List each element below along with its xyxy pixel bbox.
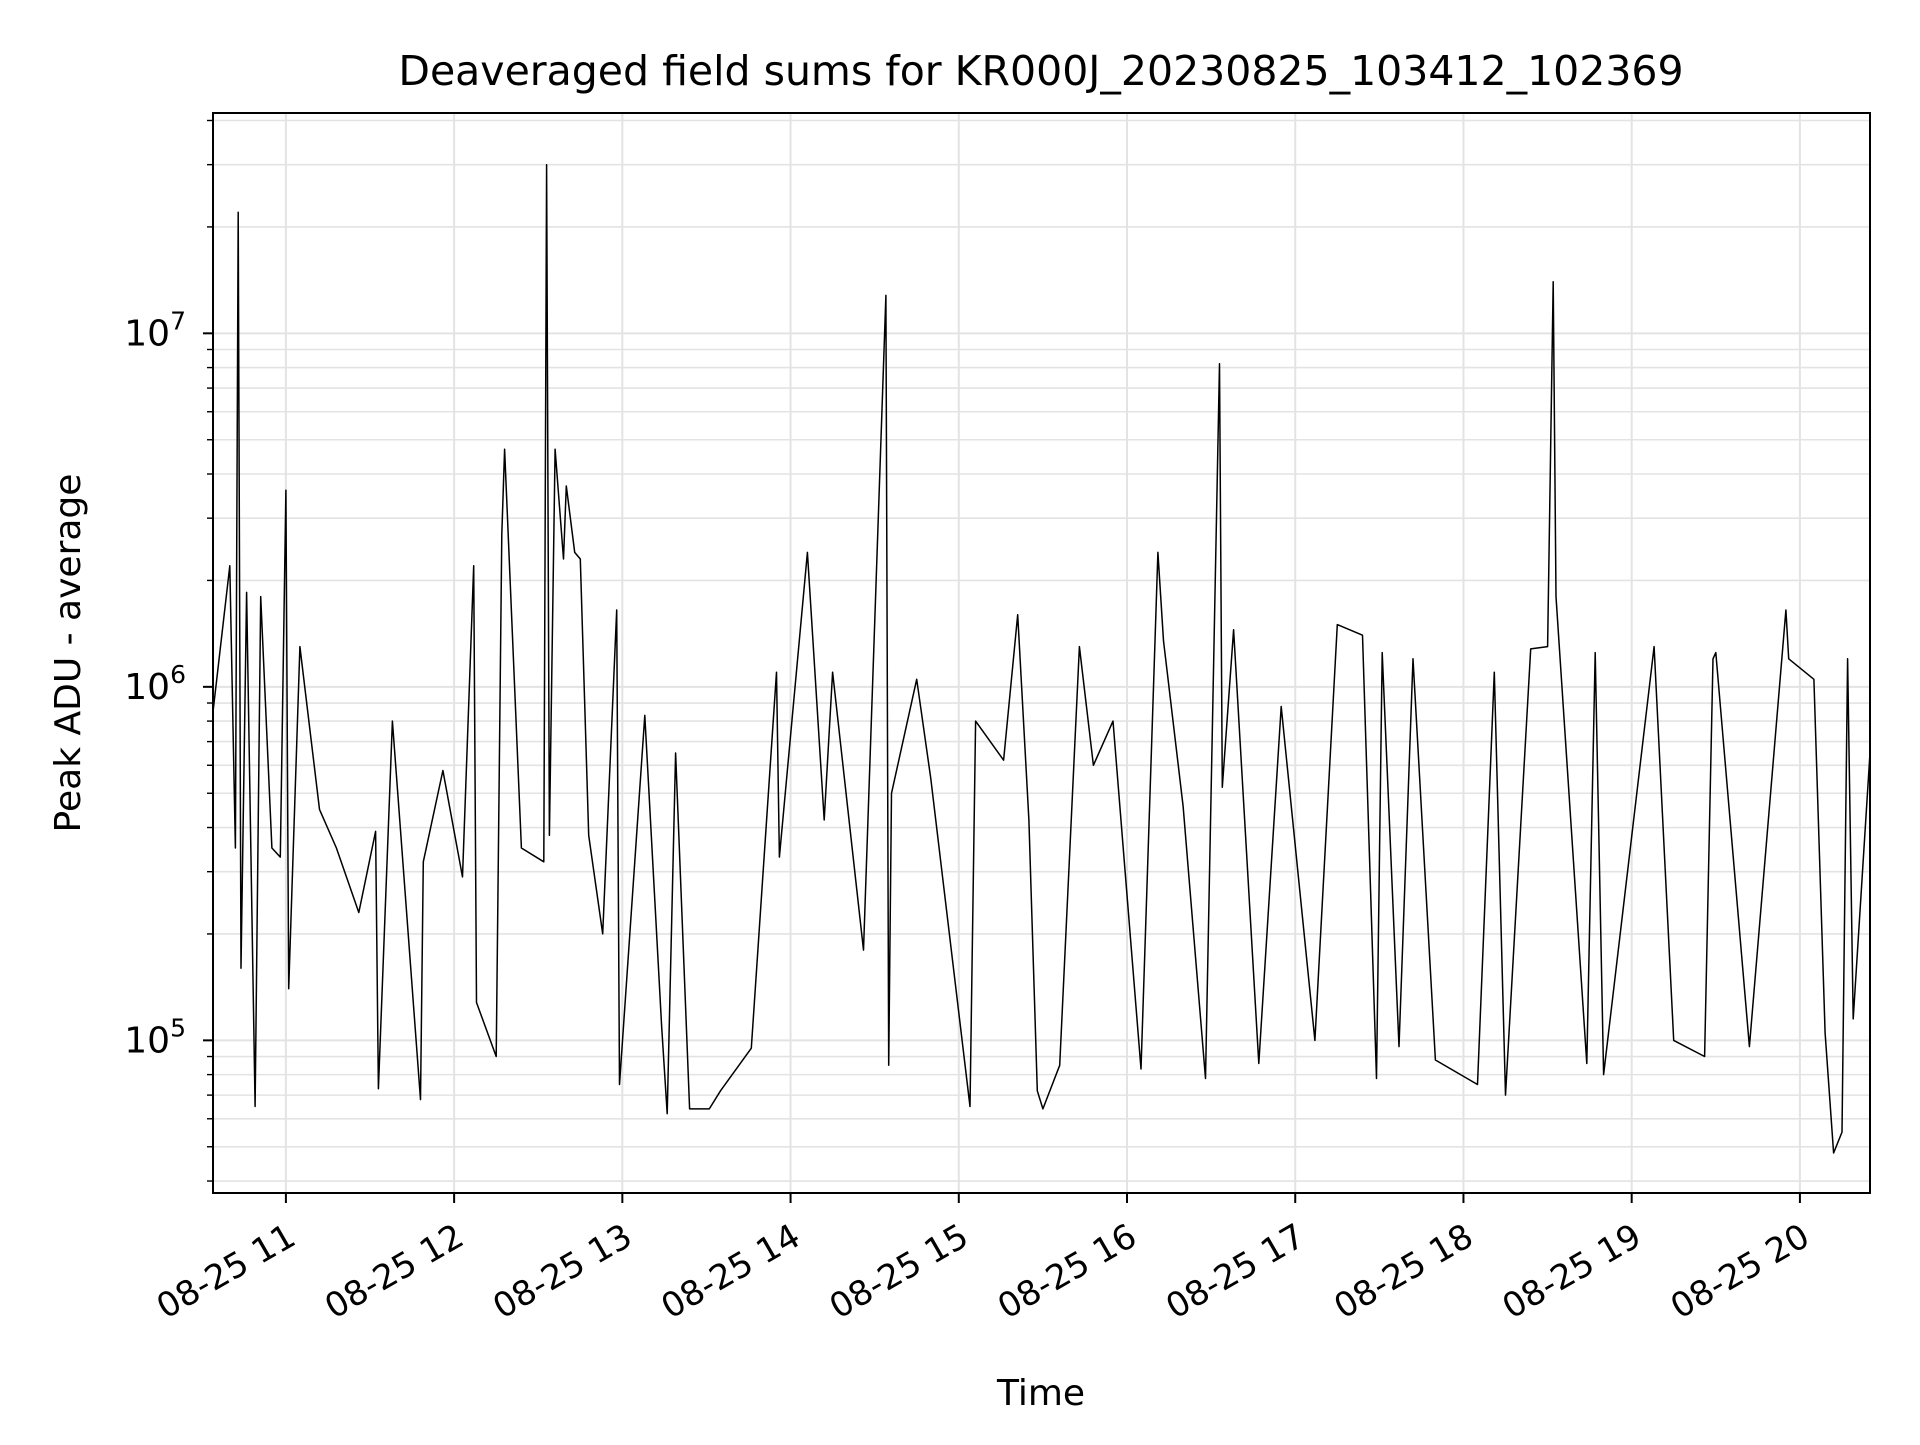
y-tick-label: 106 — [124, 660, 186, 708]
plot-frame — [212, 112, 1871, 1194]
series-line — [212, 163, 1871, 1154]
y-axis-label: Peak ADU - average — [48, 474, 89, 833]
chart-title: Deaveraged field sums for KR000J_2023082… — [398, 47, 1683, 95]
y-tick-label: 107 — [124, 306, 186, 354]
x-axis-label: Time — [996, 1373, 1085, 1414]
series-layer — [212, 163, 1871, 1154]
grid-lines — [213, 113, 1870, 1193]
y-tick-label: 105 — [124, 1013, 186, 1061]
